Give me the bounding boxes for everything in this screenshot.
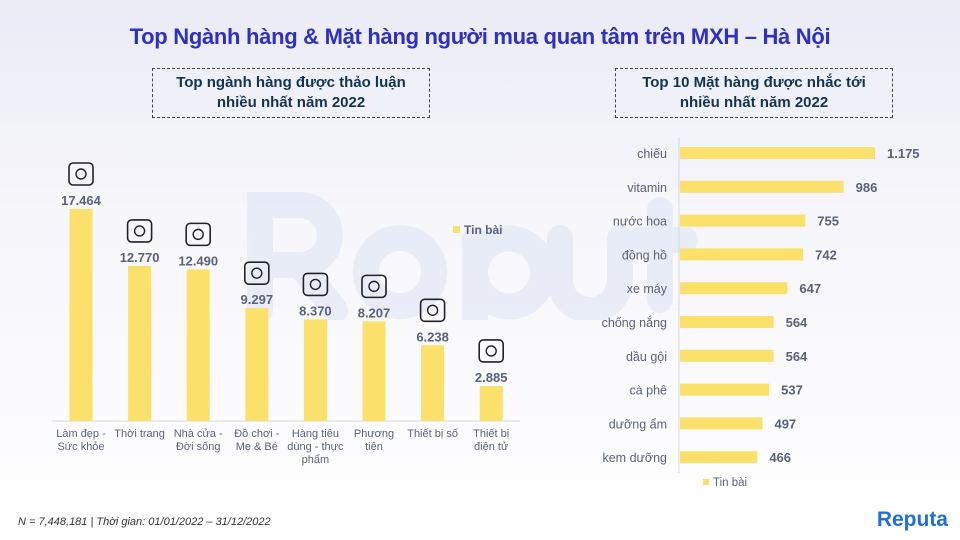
- bar: [680, 147, 875, 159]
- data-label: 8.207: [358, 305, 391, 320]
- bar: [421, 345, 445, 421]
- bar: [680, 383, 770, 396]
- bar: [362, 321, 386, 421]
- fashion-icon: [126, 219, 153, 243]
- left-chart-title-line: nhiều nhất năm 2022: [216, 94, 366, 111]
- bar: [128, 265, 152, 421]
- bar: [680, 214, 806, 227]
- category-label: nước hoa: [613, 215, 667, 229]
- category-label: dầu gội: [626, 350, 667, 364]
- data-label: 537: [781, 383, 803, 398]
- bar: [245, 308, 269, 421]
- data-label: 17.464: [61, 193, 102, 208]
- footnote: N = 7,448,181 | Thời gian: 01/01/2022 – …: [18, 516, 271, 528]
- legend-label: Tin bài: [713, 477, 747, 489]
- category-label: Thiết bị số: [407, 428, 458, 440]
- data-label: 466: [769, 450, 791, 465]
- bar: [680, 282, 788, 295]
- bar: [680, 417, 763, 430]
- reputa-logo: Reputa: [876, 508, 948, 531]
- category-label: phẩm: [302, 454, 330, 466]
- category-label: chống nắng: [602, 315, 667, 330]
- smart-device-icon: [419, 298, 446, 323]
- bar: [69, 209, 93, 421]
- bar: [680, 180, 844, 193]
- page-title: Top Ngành hàng & Mặt hàng người mua quan…: [129, 24, 831, 49]
- category-label: Nhà cửa -: [174, 428, 223, 440]
- bar: [680, 248, 804, 261]
- category-label: Đời sống: [176, 441, 221, 453]
- category-label: dùng - thực: [287, 441, 344, 453]
- category-label: điện tử: [474, 441, 509, 453]
- right-chart-title-line: nhiều nhất năm 2022: [679, 94, 829, 111]
- data-label: 564: [786, 349, 808, 364]
- car-icon: [361, 274, 387, 299]
- data-label: 1.175: [887, 146, 920, 161]
- bar: [479, 385, 503, 421]
- cosmetics-icon: [68, 162, 94, 186]
- legend-swatch: [453, 226, 460, 233]
- data-label: 12.770: [120, 250, 160, 265]
- category-label: Mẹ & Bé: [236, 441, 278, 453]
- bar: [303, 319, 327, 421]
- category-label: chiếu: [637, 147, 667, 161]
- data-label: 6.238: [416, 329, 449, 344]
- bar: [680, 316, 774, 328]
- data-label: 8.370: [299, 303, 332, 318]
- data-label: 742: [815, 247, 837, 262]
- category-label: tiện: [365, 441, 383, 453]
- category-label: vitamin: [627, 181, 667, 195]
- electronics-icon: [478, 339, 505, 363]
- category-label: Thời trang: [114, 428, 165, 440]
- category-label: Hàng tiêu: [292, 428, 339, 440]
- category-label: Đồ chơi -: [234, 428, 279, 440]
- right-chart-title: Top 10 Mặt hàng được nhắc tới nhiều nhất…: [615, 68, 893, 118]
- category-label: Thiết bị: [473, 428, 509, 440]
- left-chart-title-line: Top ngành hàng được thảo luận: [176, 74, 406, 91]
- data-label: 647: [799, 281, 821, 296]
- mother-baby-icon: [244, 261, 270, 285]
- bar: [680, 451, 758, 464]
- category-label: dưỡng ẩm: [609, 417, 667, 431]
- data-label: 12.490: [178, 253, 218, 268]
- category-label: cà phê: [629, 384, 667, 398]
- category-label: đồng hồ: [622, 248, 667, 262]
- category-label: Sức khỏe: [57, 441, 104, 453]
- data-label: 564: [786, 315, 808, 330]
- data-label: 497: [774, 416, 796, 431]
- groceries-icon: [302, 272, 329, 297]
- legend-swatch: [703, 479, 709, 485]
- right-chart-title-line: Top 10 Mặt hàng được nhắc tới: [642, 74, 866, 91]
- category-label: xe máy: [627, 282, 668, 296]
- left-chart-title: Top ngành hàng được thảo luận nhiều nhất…: [152, 68, 430, 118]
- data-label: 9.297: [241, 292, 274, 307]
- data-label: 986: [856, 180, 878, 195]
- bar: [186, 269, 210, 421]
- bar: [680, 349, 774, 362]
- legend-label: Tin bài: [464, 223, 502, 237]
- category-label: Phương: [354, 428, 394, 440]
- category-label: kem dưỡng: [602, 451, 667, 465]
- house-icon: [185, 222, 211, 247]
- category-label: Làm đẹp -: [56, 428, 106, 440]
- watermark-logo: [247, 192, 698, 320]
- data-label: 2.885: [475, 370, 508, 385]
- data-label: 755: [817, 214, 839, 229]
